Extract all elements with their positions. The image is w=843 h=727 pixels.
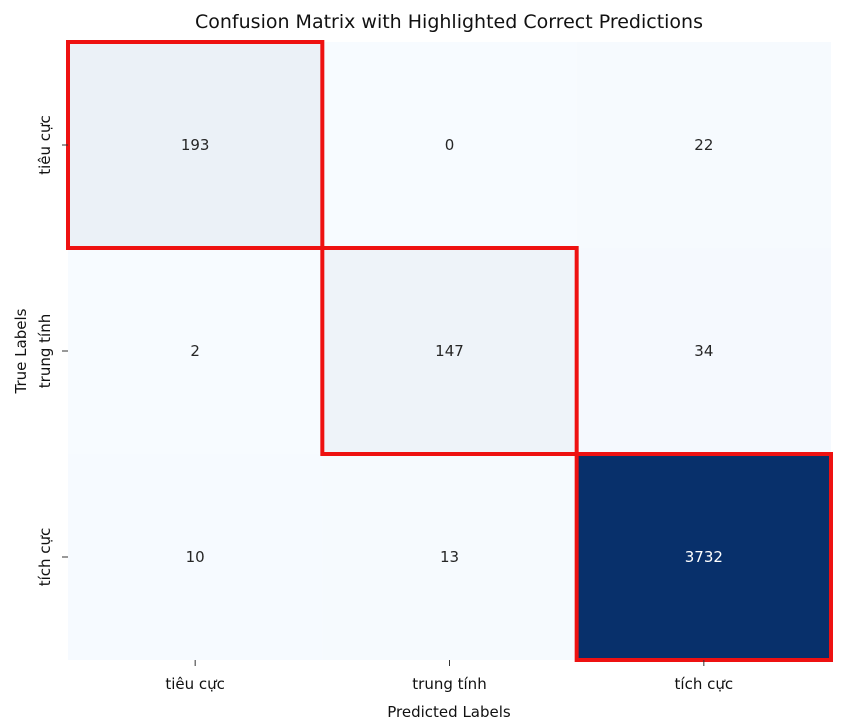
heatmap-cell-1-0 [68,248,323,454]
y-tick-label-2: tích cực [36,528,54,587]
cell-value-1-0: 2 [190,342,200,360]
y-tick-label-1: trung tính [36,314,54,388]
heatmap-cell-0-0 [68,42,323,248]
heatmap-cell-1-2 [576,248,831,454]
heatmap-cell-1-1 [322,248,577,454]
cell-value-0-1: 0 [445,136,455,154]
heatmap-cell-0-2 [576,42,831,248]
y-axis-label: True Labels [12,308,30,394]
heatmap-cell-2-0 [68,454,323,660]
cell-value-2-0: 10 [186,548,205,566]
y-axis-ticks: tiêu cực trung tính tích cực [36,115,68,586]
x-axis-label: Predicted Labels [387,703,511,721]
x-axis-ticks: tiêu cực trung tính tích cực [165,660,733,693]
heatmap-cell-2-2 [576,454,831,660]
cell-value-2-2: 3732 [685,548,723,566]
cell-value-0-2: 22 [694,136,713,154]
heatmap-cell-0-1 [322,42,577,248]
x-tick-label-2: tích cực [675,675,734,693]
diagonal-highlight-1 [320,246,579,456]
cell-value-1-2: 34 [694,342,713,360]
x-tick-label-1: trung tính [412,675,486,693]
cell-value-1-1: 147 [435,342,464,360]
heatmap-cells [68,42,831,660]
cell-value-2-1: 13 [440,548,459,566]
y-tick-label-0: tiêu cực [36,115,54,175]
chart-title: Confusion Matrix with Highlighted Correc… [195,11,703,33]
x-tick-label-0: tiêu cực [165,675,225,693]
cell-value-0-0: 193 [181,136,210,154]
heatmap-cell-2-1 [322,454,577,660]
